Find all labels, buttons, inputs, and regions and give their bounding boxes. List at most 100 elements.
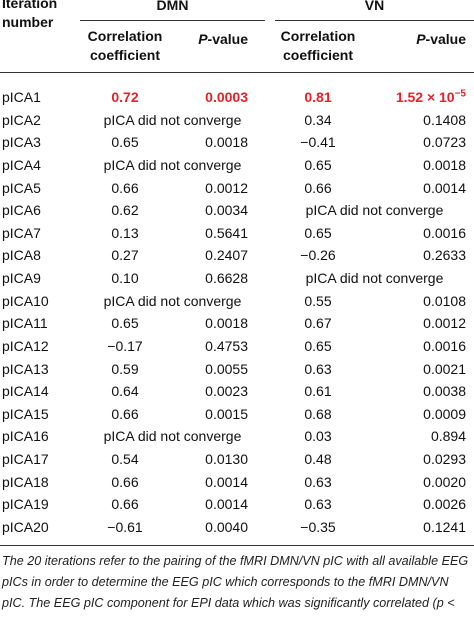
rule xyxy=(80,20,265,21)
rule xyxy=(0,72,474,73)
p-value: 0.0293 xyxy=(423,451,466,468)
correlation: 0.81 xyxy=(304,89,332,105)
p-value: 0.0108 xyxy=(423,292,466,309)
sub-header: P-value xyxy=(188,28,248,50)
no-converge: pICA did not converge xyxy=(305,270,444,287)
p-italic: p xyxy=(436,596,444,610)
p-value: 0.2633 xyxy=(423,247,466,264)
p-value: 0.0034 xyxy=(205,202,248,219)
p-value: 0.0130 xyxy=(205,451,248,468)
correlation: 0.61 xyxy=(304,383,332,400)
correlation: 0.13 xyxy=(111,224,139,241)
p-value: 0.1241 xyxy=(423,518,466,535)
no-converge: pICA did not converge xyxy=(103,428,242,445)
footnote: The 20 iterations refer to the pairing o… xyxy=(2,551,472,618)
p-value: 0.0026 xyxy=(423,496,466,513)
correlation: 0.66 xyxy=(111,473,139,490)
p-value: 0.0016 xyxy=(423,224,466,241)
group-header: VN xyxy=(364,0,385,13)
p-value: 0.0018 xyxy=(205,315,248,332)
footnote-text: The 20 iterations refer to the pairing o… xyxy=(2,554,469,610)
row-label: pICA4 xyxy=(2,156,41,173)
p-value: 0.0012 xyxy=(205,179,248,196)
p-value: 0.0016 xyxy=(423,337,466,354)
p-value: 0.4753 xyxy=(205,337,248,354)
no-converge: pICA did not converge xyxy=(103,292,242,309)
row-label: pICA19 xyxy=(2,496,49,513)
p-value: 0.0038 xyxy=(423,383,466,400)
p-suffix: -value xyxy=(425,31,466,47)
row-label: pICA10 xyxy=(2,292,49,309)
row-label: pICA18 xyxy=(2,473,49,490)
p-value: 0.0014 xyxy=(423,179,466,196)
p-value: 0.5641 xyxy=(205,224,248,241)
row-label: pICA7 xyxy=(2,224,41,241)
header-iteration: Iteration number xyxy=(2,0,58,30)
no-converge: pICA did not converge xyxy=(103,111,242,128)
p-value: 0.0040 xyxy=(205,518,248,535)
p-value: 0.0023 xyxy=(205,383,248,400)
sub-header: P-value xyxy=(406,28,466,50)
row-label: pICA15 xyxy=(2,405,49,422)
p-value: 0.0723 xyxy=(423,134,466,151)
p-value: 0.894 xyxy=(430,428,466,445)
rule xyxy=(0,545,474,546)
row-label: pICA14 xyxy=(2,383,49,400)
correlation: 0.10 xyxy=(111,270,139,287)
row-label: pICA20 xyxy=(2,518,49,535)
correlation: −0.35 xyxy=(300,518,336,535)
correlation: 0.62 xyxy=(111,202,139,219)
correlation: 0.03 xyxy=(304,428,332,445)
sub-header: Correlation coefficient xyxy=(87,28,163,63)
p-suffix: -value xyxy=(207,31,248,47)
p-value: 0.0015 xyxy=(205,405,248,422)
footnote-p: p xyxy=(437,596,444,610)
p-value: 0.0020 xyxy=(423,473,466,490)
correlation: −0.17 xyxy=(107,337,143,354)
no-converge: pICA did not converge xyxy=(103,156,242,173)
correlation: −0.26 xyxy=(300,247,336,264)
correlation: 0.66 xyxy=(304,179,332,196)
p-value: 0.1408 xyxy=(423,111,466,128)
correlation: 0.67 xyxy=(304,315,332,332)
correlation: 0.65 xyxy=(304,337,332,354)
p-value: 0.0014 xyxy=(205,496,248,513)
p-value: 0.0055 xyxy=(205,360,248,377)
p-italic: P xyxy=(416,31,426,47)
p-value: 0.0003 xyxy=(205,89,248,105)
correlation: 0.27 xyxy=(111,247,139,264)
correlation: 0.65 xyxy=(111,315,139,332)
correlation: 0.54 xyxy=(111,451,139,468)
p-value: 1.52 × 10−5 xyxy=(346,86,466,108)
row-label: pICA1 xyxy=(2,89,41,105)
row-label: pICA11 xyxy=(2,315,48,332)
no-converge: pICA did not converge xyxy=(305,202,444,219)
row-label: pICA3 xyxy=(2,134,41,151)
correlation: 0.34 xyxy=(304,111,332,128)
correlation: −0.61 xyxy=(107,518,143,535)
p-value: 0.0009 xyxy=(423,405,466,422)
p-exp: −5 xyxy=(454,88,466,100)
row-label: pICA12 xyxy=(2,337,49,354)
p-value: 0.0021 xyxy=(423,360,466,377)
correlation: 0.63 xyxy=(304,496,332,513)
p-value: 0.0012 xyxy=(423,315,466,332)
sub-header: Correlation coefficient xyxy=(280,28,356,63)
p-base: 1.52 × 10 xyxy=(395,89,455,105)
correlation: 0.55 xyxy=(304,292,332,309)
row-label: pICA16 xyxy=(2,428,49,445)
correlation: 0.65 xyxy=(304,156,332,173)
p-italic: P xyxy=(198,31,208,47)
correlation: 0.66 xyxy=(111,179,139,196)
row-label: pICA9 xyxy=(2,270,41,287)
correlation: 0.59 xyxy=(111,360,139,377)
correlation: 0.65 xyxy=(111,134,139,151)
row-label: pICA6 xyxy=(2,202,41,219)
rule xyxy=(275,20,474,21)
row-label: pICA17 xyxy=(2,451,49,468)
p-value: 0.6628 xyxy=(205,270,248,287)
correlation: 0.48 xyxy=(304,451,332,468)
correlation: 0.64 xyxy=(111,383,139,400)
p-value: 0.0018 xyxy=(205,134,248,151)
